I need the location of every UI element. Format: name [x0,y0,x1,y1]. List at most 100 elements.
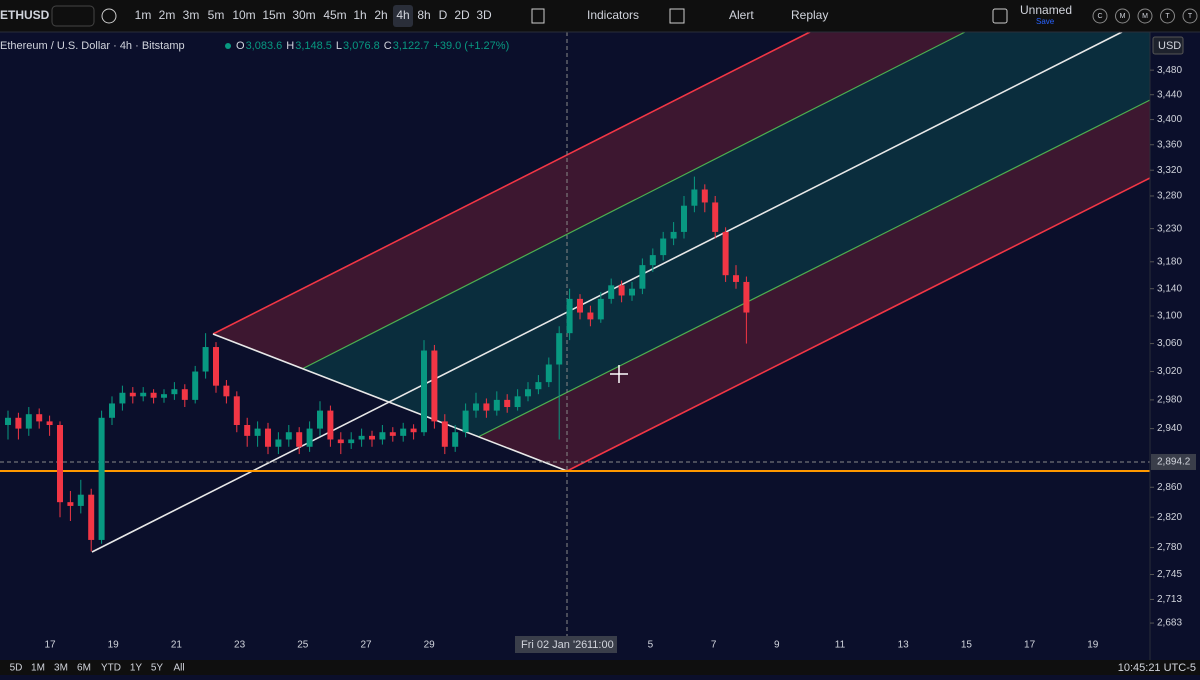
interval[interactable]: 1m [135,8,152,22]
ohlc-key: O [236,40,245,52]
crosshair-price: 2,894.2 [1157,457,1191,468]
candle-body [660,238,667,256]
ohlc-key: L [336,40,342,52]
candle-body [296,432,303,447]
status-dot [225,43,231,49]
time-label: 19 [1087,640,1099,651]
indicators[interactable]: Indicators [587,8,639,22]
letter-circle[interactable] [1182,8,1198,24]
compare-button[interactable] [101,8,117,24]
alert[interactable]: Alert [729,8,754,22]
candle-body [681,205,687,232]
ohlc-value: 3,148.5 [295,40,332,52]
symbol[interactable]: ETHUSD [0,8,50,22]
candle-body [36,414,43,422]
candle-body [514,396,521,408]
range-button[interactable]: 1M [31,663,45,674]
interval[interactable]: 10m [232,8,255,22]
interval[interactable]: 30m [292,8,315,22]
candle-body [181,389,188,400]
candle-body [400,428,407,436]
candle-body [608,285,615,299]
interval[interactable]: 3m [183,8,200,22]
candle-body [15,417,22,429]
candle-body [441,421,448,447]
interval[interactable]: 5m [208,8,225,22]
interval[interactable]: 4h [396,8,409,22]
interval[interactable]: 15m [262,8,285,22]
price-label: 3,280 [1157,191,1182,202]
crosshair-time-box [515,636,617,653]
chart-type[interactable] [531,8,545,24]
layout-name[interactable]: Unnamed [1020,3,1072,17]
ohlc-change: +39.0 (+1.27%) [433,40,509,52]
price-label: 2,745 [1157,569,1182,580]
intervals: 1m 2m 3m 5m 10m 15m 30m 45m 1h 2h 4h 8h D 2D 3D [135,5,492,27]
price-label: 3,020 [1157,366,1182,377]
price-label: 2,683 [1157,618,1182,629]
cursor [610,365,628,383]
interval[interactable]: 45m [323,8,346,22]
interval[interactable]: 8h [417,8,430,22]
time-labels: 17 19 21 23 25 27 29 5 7 9 11 13 15 17 19 [44,640,1098,651]
range-button[interactable]: All [173,663,184,674]
candle-body [233,396,240,425]
range-button[interactable]: 1Y [130,663,143,674]
candle-body [743,281,750,313]
candle-body [202,347,209,372]
channel-line [301,31,966,370]
crosshair-hour: 11:00 [587,639,614,651]
candle-body [77,494,84,506]
time-label: 25 [297,640,309,651]
range-button[interactable]: 3M [54,663,68,674]
price-label: 3,400 [1157,114,1182,125]
clock: 10:45:21 UTC-5 [1118,662,1196,674]
replay[interactable]: Replay [791,8,828,22]
channel-band [478,100,1150,471]
candle-body [213,347,219,386]
currency-box[interactable] [1152,36,1184,55]
legend-title: Ethereum / U.S. Dollar · 4h · Bitstamp [0,40,185,52]
templates[interactable] [669,8,685,24]
price-label: 3,100 [1157,311,1182,322]
letter-circle[interactable] [1115,8,1130,24]
candle-body [327,410,334,440]
candle-body [25,414,32,429]
letter-circle[interactable] [1137,8,1153,24]
candle-body [119,392,126,404]
candle-body [67,502,74,506]
candle-body [629,288,635,296]
candle-body [691,189,698,206]
time-label: 21 [171,640,183,651]
candle-body [337,439,344,444]
candle-body [98,417,105,540]
candle-body [379,432,386,440]
candle-body [254,428,261,436]
range-button[interactable]: 5Y [151,663,164,674]
candle-body [577,298,583,313]
range-button[interactable]: 5D [10,663,23,674]
time-label: 13 [898,640,910,651]
candle-body [46,421,53,425]
candle-body [597,298,604,320]
letter-circle[interactable] [1160,8,1175,24]
layout-icon[interactable] [992,8,1008,24]
range-button[interactable]: 6M [77,663,91,674]
interval[interactable]: D [439,8,448,22]
candles [5,176,750,552]
symbol-menu[interactable] [51,5,95,27]
interval[interactable]: 2h [374,8,387,22]
letter-circle[interactable] [1092,8,1108,24]
letter: T [1165,13,1170,20]
interval[interactable]: 2m [159,8,176,22]
range-button[interactable]: YTD [101,663,121,674]
letter: T [1188,13,1193,20]
candle-body [525,389,531,397]
price-label: 3,230 [1157,223,1182,234]
interval[interactable]: 2D [454,8,470,22]
interval[interactable]: 3D [476,8,492,22]
trend-line [91,31,1123,553]
interval[interactable]: 1h [353,8,366,22]
price-labels: 3,480 3,440 3,400 3,360 3,320 3,280 3,230 3,180… [1150,65,1196,629]
